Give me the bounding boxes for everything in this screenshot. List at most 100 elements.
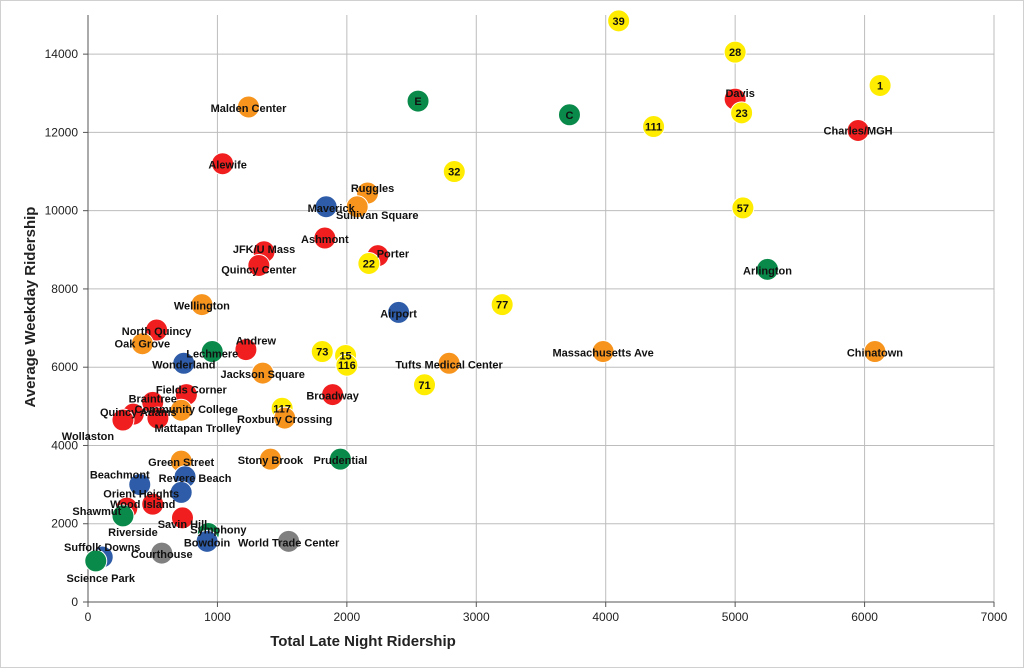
point-label: Mattapan Trolley <box>154 423 242 435</box>
point-label: Lechmere <box>186 349 238 361</box>
data-point <box>236 95 260 119</box>
data-point <box>195 529 219 553</box>
data-point <box>141 492 165 516</box>
y-tick-label: 8000 <box>51 282 78 296</box>
data-point <box>413 373 437 397</box>
gridlines <box>88 15 995 602</box>
data-point <box>490 293 514 317</box>
point-labels: 39 28 1 Davis 23 Charles/MGH E C 111 Malden Cente… <box>62 16 904 585</box>
data-point <box>591 340 615 364</box>
point-label: Green Street <box>148 457 214 469</box>
point-label: World Trade Center <box>238 537 340 549</box>
point-label: E <box>414 96 421 108</box>
x-tick-label: 0 <box>85 610 92 624</box>
x-axis-title: Total Late Night Ridership <box>270 633 456 650</box>
data-point <box>251 361 275 385</box>
point-label: Fields Corner <box>156 385 228 397</box>
point-label: JFK/U Mass <box>233 244 295 256</box>
point-label: Bowdoin <box>184 537 231 549</box>
point-label: Wollaston <box>62 431 115 443</box>
x-tick-label: 3000 <box>463 610 490 624</box>
data-point <box>111 408 135 432</box>
point-label: 116 <box>338 360 356 372</box>
point-label: 57 <box>737 203 749 215</box>
point-label: Quincy Center <box>221 264 297 276</box>
point-label: Prudential <box>313 455 367 467</box>
data-point <box>357 251 381 275</box>
data-point <box>277 529 301 553</box>
point-label: C <box>565 110 573 122</box>
data-point <box>130 332 154 356</box>
data-point <box>642 115 666 139</box>
data-point <box>128 473 152 497</box>
point-label: Revere Beach <box>159 473 232 485</box>
point-label: Wood Island <box>110 499 175 511</box>
point-label: Arlington <box>743 265 792 277</box>
data-point <box>756 257 779 281</box>
data-point <box>111 504 135 528</box>
y-tick-label: 2000 <box>51 517 78 531</box>
data-point <box>328 447 352 471</box>
point-label: Sullivan Square <box>336 210 419 222</box>
tick-labels: 0 1000 2000 3000 4000 5000 6000 7000 0 2000 4000 60… <box>45 47 1008 624</box>
data-point <box>321 383 345 407</box>
x-tick-label: 2000 <box>334 610 361 624</box>
data-points <box>84 9 892 573</box>
point-label: Savin Hill <box>158 519 208 531</box>
data-point <box>247 253 271 277</box>
data-point <box>607 9 631 33</box>
x-tick-label: 7000 <box>981 610 1008 624</box>
data-point <box>273 406 297 430</box>
point-label: Roxbury Crossing <box>237 414 332 426</box>
data-point <box>172 351 196 375</box>
point-label: Airport <box>380 308 417 320</box>
data-point <box>190 293 214 317</box>
y-tick-label: 10000 <box>45 204 79 218</box>
point-label: 71 <box>418 380 430 392</box>
point-label: Shawmut <box>72 506 121 518</box>
point-label: Ashmont <box>301 234 349 246</box>
point-label: Oak Grove <box>115 339 171 351</box>
point-label: North Quincy <box>122 326 193 338</box>
point-label: 23 <box>735 108 747 120</box>
data-point <box>314 195 338 219</box>
point-label: Ruggles <box>351 183 394 195</box>
point-label: Maverick <box>308 203 356 215</box>
data-point <box>146 406 170 430</box>
point-label: Andrew <box>236 336 277 348</box>
point-label: 15 <box>339 350 351 362</box>
point-label: Community College <box>135 404 238 416</box>
point-label: Wellington <box>174 301 230 313</box>
point-label: 1 <box>877 80 883 92</box>
point-label: Chinatown <box>847 348 903 360</box>
point-label: Porter <box>377 249 410 261</box>
y-axis-title: Average Weekday Ridership <box>22 207 39 408</box>
point-label: 117 <box>273 403 291 415</box>
point-label: 111 <box>645 122 662 134</box>
point-label: 73 <box>316 347 328 359</box>
data-point <box>863 340 887 364</box>
data-point <box>731 196 755 220</box>
data-point <box>145 318 169 342</box>
point-label: Jackson Square <box>221 369 305 381</box>
point-label: Orient Heights <box>103 488 179 500</box>
point-label: 39 <box>613 16 625 28</box>
x-tick-label: 5000 <box>722 610 749 624</box>
data-point <box>258 447 282 471</box>
point-label: Quincy Adams <box>100 407 177 419</box>
data-point <box>310 340 334 364</box>
point-label: Davis <box>725 88 754 100</box>
data-point <box>437 351 461 375</box>
point-label: 22 <box>363 258 375 270</box>
data-point <box>406 89 430 113</box>
x-tick-label: 4000 <box>592 610 619 624</box>
data-point <box>442 160 466 184</box>
point-label: Charles/MGH <box>824 125 893 137</box>
y-tick-label: 14000 <box>45 47 79 61</box>
point-label: Courthouse <box>131 549 193 561</box>
point-label: 77 <box>496 300 508 312</box>
data-point <box>200 340 224 364</box>
data-point <box>169 398 193 422</box>
data-point <box>335 353 359 377</box>
data-point <box>313 226 337 250</box>
